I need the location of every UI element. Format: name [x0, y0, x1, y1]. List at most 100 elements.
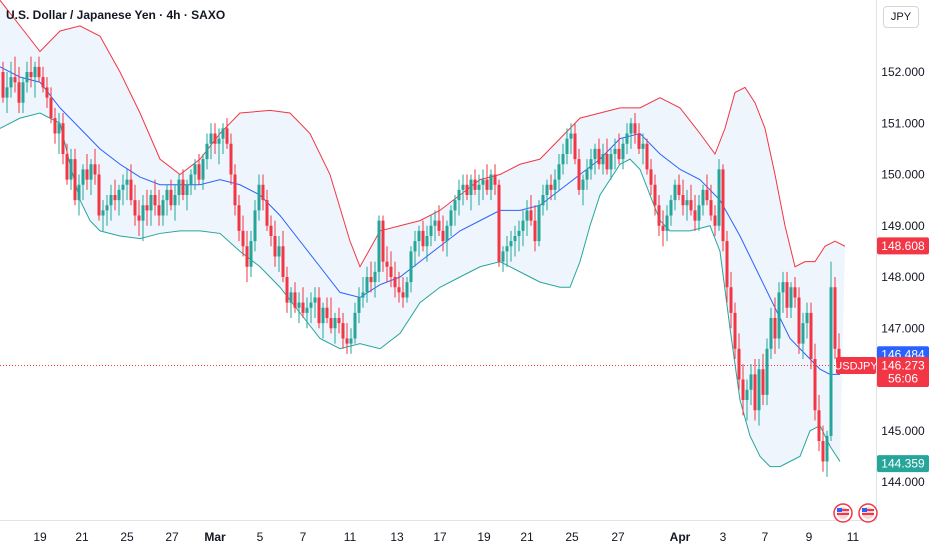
candle-165: [661, 210, 665, 247]
candle-body: [829, 287, 833, 436]
candle-134: [537, 200, 541, 247]
candle-body: [333, 318, 337, 329]
candle-body: [225, 128, 229, 144]
upper-band-label: 148.608: [877, 237, 929, 255]
x-tick-label: 7: [762, 530, 769, 544]
candle-body: [437, 220, 441, 231]
us-event-flag-1[interactable]: [833, 503, 853, 523]
candle-147: [589, 148, 593, 180]
candle-body: [757, 369, 761, 411]
candle-27: [109, 184, 113, 221]
candle-body: [65, 154, 69, 180]
candle-111: [445, 220, 449, 257]
candle-body: [789, 287, 793, 308]
candle-76: [305, 297, 309, 329]
us-event-flag-2[interactable]: [858, 503, 878, 523]
candle-body: [501, 251, 505, 262]
candle-body: [549, 184, 553, 190]
candle-53: [213, 123, 217, 154]
symbol-tag: USDJPY: [834, 361, 878, 373]
candle-5: [21, 77, 25, 113]
candle-177: [709, 184, 713, 221]
lower-band-value: 144.359: [881, 457, 925, 471]
candle-45: [181, 169, 185, 201]
candle-17: [69, 148, 73, 190]
candle-69: [277, 236, 281, 272]
candle-35: [141, 195, 145, 242]
candle-36: [145, 189, 149, 226]
candle-body: [313, 297, 317, 303]
candle-54: [217, 128, 221, 165]
candle-body: [93, 164, 97, 175]
candle-body: [837, 348, 841, 365]
candle-42: [169, 179, 173, 211]
currency-button[interactable]: JPY: [883, 6, 919, 28]
candle-body: [573, 133, 577, 160]
candle-136: [545, 179, 549, 211]
candle-157: [629, 118, 633, 149]
candle-body: [737, 348, 741, 380]
x-tick-label: Apr: [670, 530, 691, 544]
candle-204: [817, 394, 821, 452]
candle-body: [661, 225, 665, 231]
candle-22: [89, 159, 93, 195]
candle-24: [97, 164, 101, 221]
candle-body: [689, 200, 693, 211]
candle-20: [81, 164, 85, 201]
y-tick-label: 148.000: [881, 270, 925, 284]
candle-body: [365, 277, 369, 293]
candle-body: [713, 215, 717, 226]
candle-104: [417, 225, 421, 257]
candle-79: [317, 287, 321, 329]
candle-body: [701, 189, 705, 206]
candle-116: [465, 174, 469, 201]
candle-149: [597, 138, 601, 170]
candle-body: [137, 215, 141, 221]
candle-body: [753, 374, 757, 411]
candle-3: [13, 56, 17, 93]
candle-body: [421, 230, 425, 247]
candle-body: [101, 210, 105, 216]
candle-body: [505, 246, 509, 252]
candle-93: [373, 261, 377, 298]
candle-body: [681, 195, 685, 206]
candle-body: [253, 210, 257, 242]
price-axis[interactable]: 152.000 151.000 150.000 149.000 148.000 147.0…: [876, 0, 926, 520]
candle-body: [745, 389, 749, 400]
lower-band-label: 144.359: [877, 455, 929, 473]
candle-122: [489, 169, 493, 201]
candle-body: [85, 169, 89, 180]
candle-151: [605, 138, 609, 175]
candle-body: [673, 184, 677, 201]
candle-66: [265, 189, 269, 231]
candle-body: [461, 184, 465, 190]
candle-73: [293, 282, 297, 313]
candle-body: [489, 174, 493, 190]
candle-body: [541, 195, 545, 206]
candle-64: [257, 174, 261, 221]
candle-body: [613, 148, 617, 154]
candle-114: [457, 179, 461, 216]
candle-body: [237, 205, 241, 231]
candle-106: [425, 225, 429, 262]
candle-142: [569, 123, 573, 154]
candle-body: [825, 435, 829, 462]
candle-body: [17, 82, 21, 103]
candle-body: [741, 379, 745, 400]
candle-191: [765, 338, 769, 406]
candle-90: [361, 277, 365, 308]
candle-174: [697, 195, 701, 231]
candle-body: [373, 271, 377, 283]
candle-57: [229, 133, 233, 185]
candle-body: [265, 200, 269, 226]
candle-body: [409, 251, 413, 283]
candle-body: [105, 205, 109, 211]
time-axis[interactable]: 19 21 25 27 Mar 5 7 11 13 17 19 21 25 27 Apr 3 7 9 11: [0, 520, 876, 545]
candle-body: [477, 184, 481, 190]
candle-15: [61, 113, 65, 165]
candle-body: [509, 241, 513, 247]
candle-131: [525, 200, 529, 236]
candle-202: [809, 302, 813, 370]
candle-112: [449, 205, 453, 236]
